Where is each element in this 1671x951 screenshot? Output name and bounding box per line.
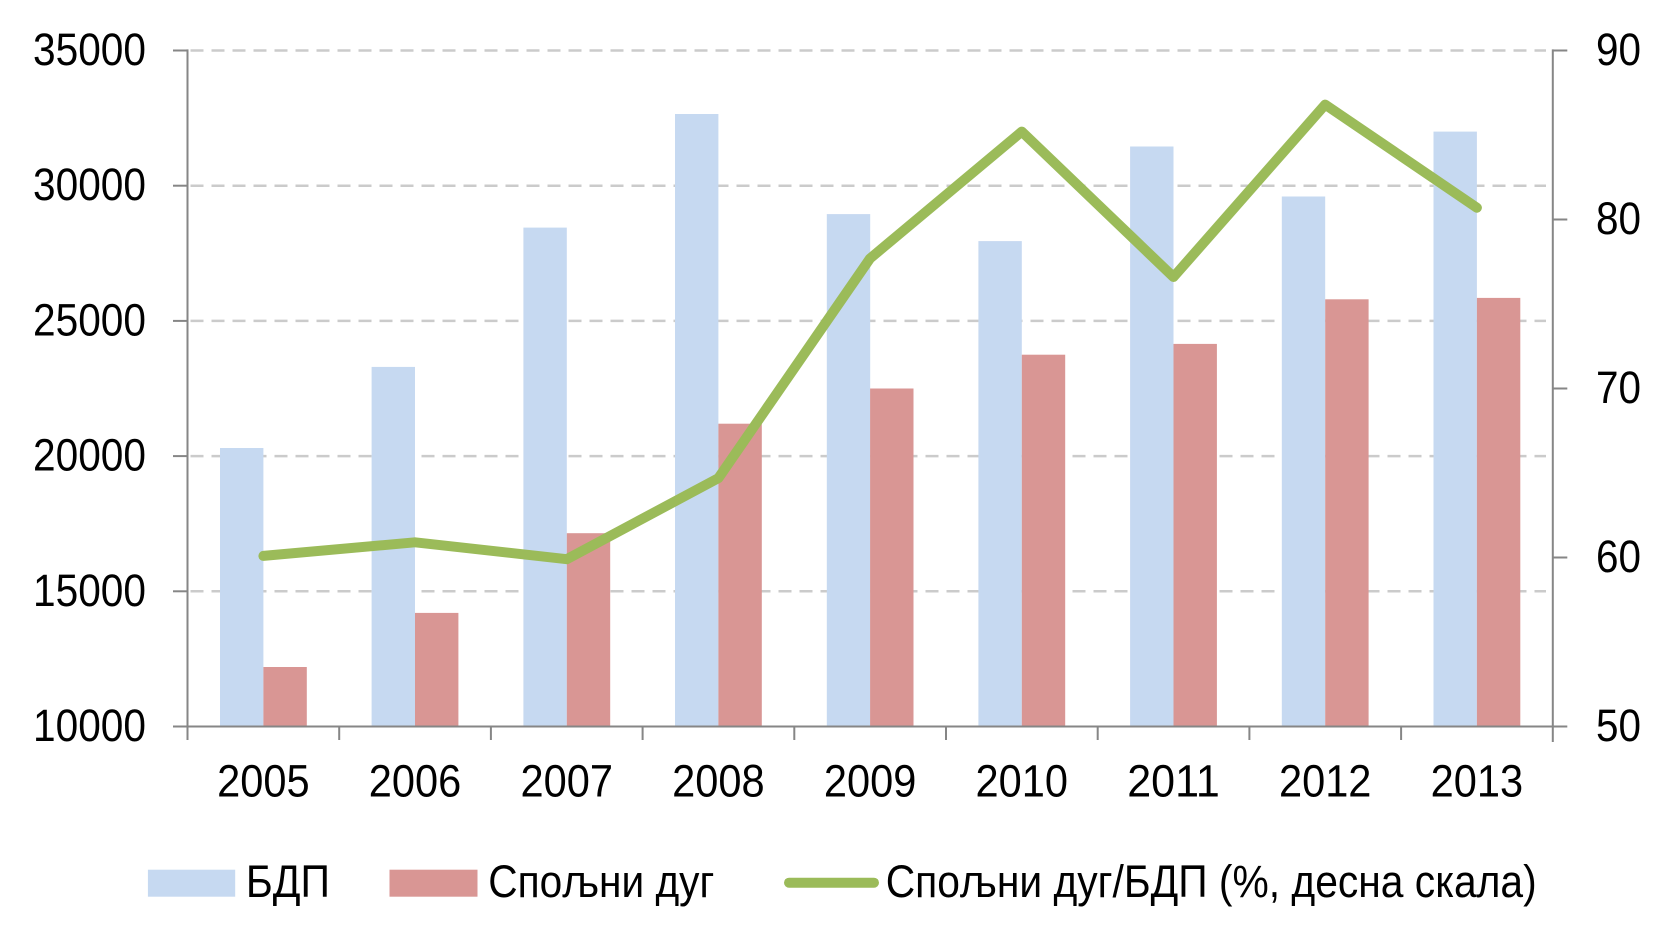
svg-text:90: 90 (1596, 24, 1641, 75)
svg-text:35000: 35000 (33, 24, 146, 75)
svg-text:Спољни дуг/БДП (%, десна скала: Спољни дуг/БДП (%, десна скала) (886, 856, 1537, 907)
svg-text:60: 60 (1596, 531, 1641, 582)
svg-text:2012: 2012 (1279, 756, 1372, 807)
svg-text:БДП: БДП (246, 856, 330, 907)
svg-text:30000: 30000 (33, 159, 146, 210)
svg-text:10000: 10000 (33, 700, 146, 751)
svg-text:25000: 25000 (33, 294, 146, 345)
svg-text:2007: 2007 (521, 756, 614, 807)
svg-text:70: 70 (1596, 362, 1641, 413)
svg-text:2010: 2010 (976, 756, 1069, 807)
svg-text:50: 50 (1596, 700, 1641, 751)
svg-text:2011: 2011 (1127, 756, 1220, 807)
svg-text:2013: 2013 (1431, 756, 1524, 807)
svg-text:2006: 2006 (369, 756, 462, 807)
svg-text:80: 80 (1596, 193, 1641, 244)
svg-text:20000: 20000 (33, 430, 146, 481)
svg-text:2008: 2008 (672, 756, 765, 807)
svg-text:15000: 15000 (33, 565, 146, 616)
svg-text:Спољни дуг: Спољни дуг (488, 856, 714, 907)
svg-text:2005: 2005 (217, 756, 310, 807)
svg-text:2009: 2009 (824, 756, 917, 807)
